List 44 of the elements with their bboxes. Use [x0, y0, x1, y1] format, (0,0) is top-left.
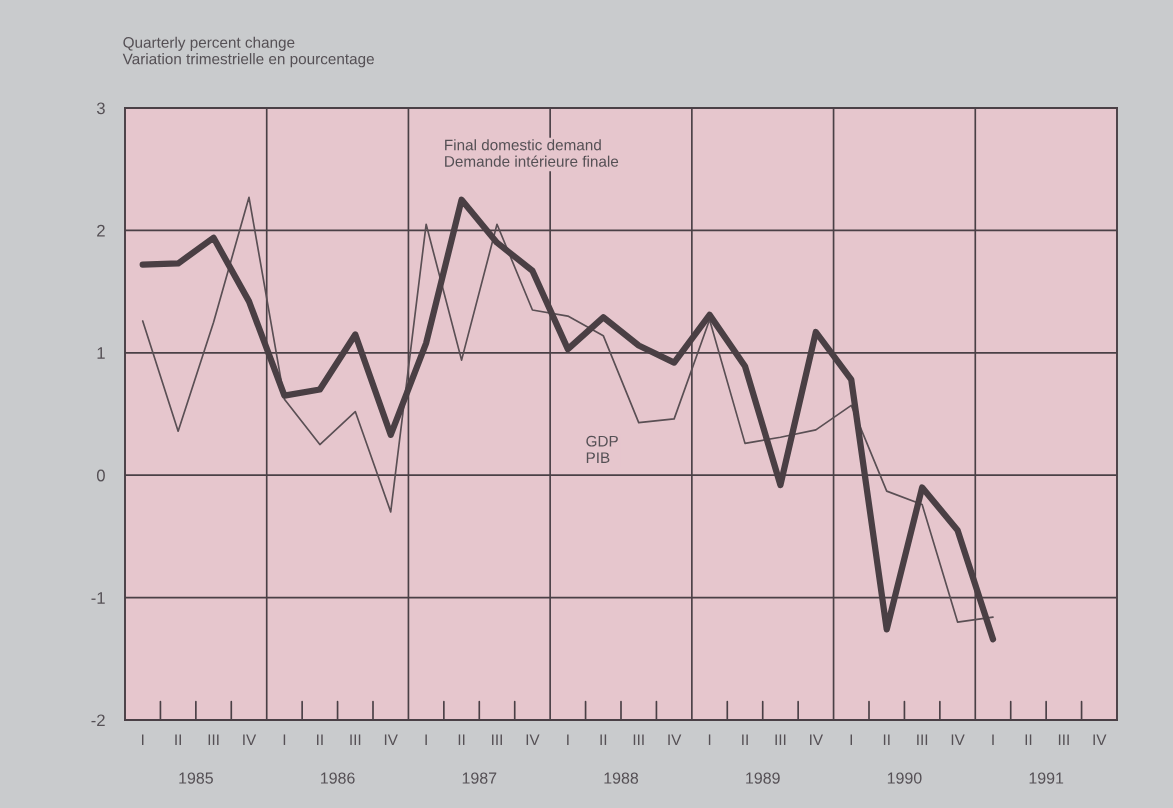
text: 1991 [1029, 772, 1064, 784]
y-axis-title: Quarterly percent change Variation trimestrielle en pourcentage [122, 36, 374, 68]
text: 1987 [462, 772, 497, 784]
y-tick-label: 1 [97, 347, 105, 359]
x-tick-label: IV [951, 734, 965, 745]
x-tick-label: II [742, 734, 748, 745]
x-tick-label: II [175, 734, 181, 745]
x-tick-label: I [567, 734, 569, 745]
y-tick-label: 2 [97, 224, 105, 237]
x-tick-label: II [883, 734, 890, 745]
x-tick-label: IV [384, 734, 398, 745]
x-tick-label: IV [243, 734, 257, 745]
x-tick-label: I [708, 734, 711, 745]
text: 1989 [746, 772, 780, 784]
x-tick-label: III [917, 734, 928, 745]
text: Final domestic demand Demande intérieure finale [445, 139, 619, 167]
x-tick-label: III [492, 734, 502, 745]
text: 1986 [321, 772, 355, 784]
y-tick-label: -1 [91, 592, 105, 604]
x-tick-label: II [458, 734, 465, 745]
x-tick-label: III [208, 734, 219, 745]
x-tick-label: I [992, 734, 994, 745]
x-tick-label: II [600, 734, 607, 745]
x-tick-label: III [1058, 734, 1069, 745]
x-tick-label: I [850, 734, 852, 745]
x-tick-label: III [350, 734, 361, 745]
text: 1988 [604, 772, 639, 784]
x-tick-label: III [633, 734, 644, 745]
x-tick-label: IV [526, 734, 540, 745]
x-tick-label: I [283, 734, 286, 745]
y-tick-label: 3 [96, 102, 105, 115]
x-tick-label: IV [668, 734, 682, 745]
x-tick-label: I [425, 734, 427, 745]
x-tick-label: III [775, 734, 786, 745]
x-tick-label: II [317, 734, 323, 745]
x-tick-label: IV [1093, 734, 1107, 745]
text: 1990 [887, 772, 922, 784]
series-label: GDP PIB [586, 435, 618, 463]
text: 1985 [179, 772, 213, 784]
x-tick-label: I [142, 734, 144, 745]
x-tick-label: II [1025, 734, 1032, 745]
y-tick-label: 0 [96, 469, 105, 482]
y-tick-label: -2 [91, 714, 105, 727]
x-tick-label: IV [810, 734, 824, 745]
